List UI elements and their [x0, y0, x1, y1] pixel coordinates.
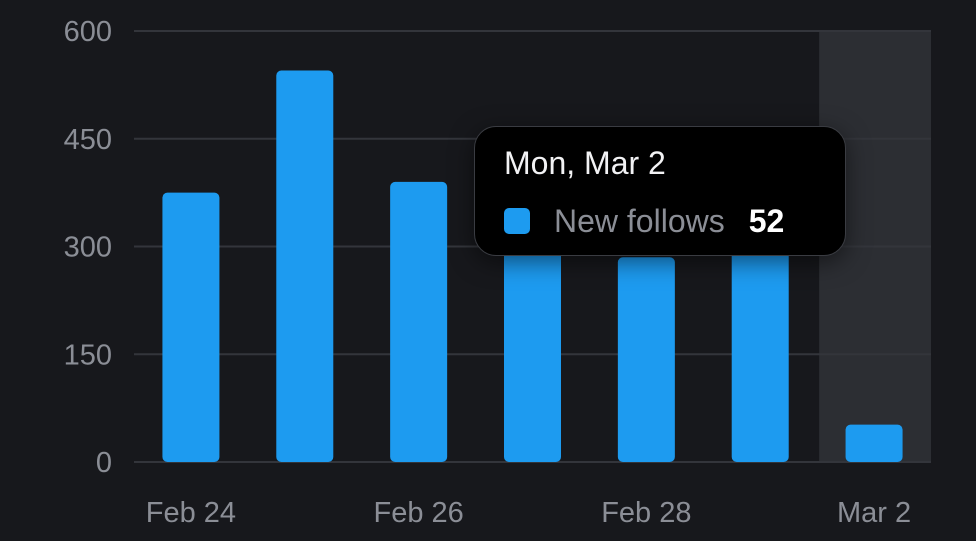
y-tick-label: 0 [96, 447, 112, 479]
y-tick-label: 450 [64, 124, 112, 156]
bar-feb-26[interactable] [390, 181, 448, 462]
bar-feb-25[interactable] [276, 70, 334, 462]
tooltip-series-row: New follows 52 [504, 201, 784, 241]
bar-feb-27[interactable] [504, 246, 561, 463]
y-tick-label: 300 [64, 232, 112, 264]
y-tick-label: 150 [64, 339, 112, 371]
x-tick-label: Feb 24 [146, 497, 236, 529]
x-tick-label: Mar 2 [837, 497, 911, 529]
bar-feb-29[interactable] [731, 246, 789, 463]
tooltip-date: Mon, Mar 2 [504, 145, 666, 181]
bar-feb-24[interactable] [162, 192, 220, 462]
y-tick-label: 600 [64, 16, 112, 48]
legend-swatch [504, 208, 530, 234]
bar-mar-2[interactable] [845, 424, 903, 462]
tooltip-series-label: New follows [554, 202, 725, 239]
chart-tooltip: Mon, Mar 2 New follows 52 [474, 126, 846, 256]
bar-feb-28[interactable] [617, 257, 675, 462]
x-tick-label: Feb 28 [601, 497, 691, 529]
x-tick-label: Feb 26 [373, 497, 463, 529]
tooltip-series-value: 52 [748, 202, 785, 239]
